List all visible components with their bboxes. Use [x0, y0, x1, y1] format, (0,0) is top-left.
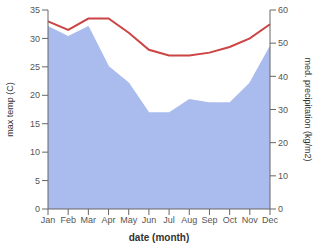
svg-text:Mar: Mar: [81, 215, 97, 225]
svg-text:20: 20: [278, 138, 288, 148]
svg-text:Sep: Sep: [201, 215, 217, 225]
svg-text:5: 5: [35, 176, 40, 186]
svg-text:30: 30: [30, 34, 40, 44]
svg-text:Aug: Aug: [181, 215, 197, 225]
svg-text:Oct: Oct: [223, 215, 238, 225]
svg-text:Feb: Feb: [60, 215, 76, 225]
svg-text:Nov: Nov: [242, 215, 259, 225]
svg-text:35: 35: [30, 5, 40, 15]
svg-text:Jul: Jul: [163, 215, 175, 225]
svg-text:0: 0: [35, 204, 40, 214]
svg-text:25: 25: [30, 62, 40, 72]
svg-text:50: 50: [278, 38, 288, 48]
svg-text:med. precipitation (kg/m2): med. precipitation (kg/m2): [303, 57, 310, 161]
svg-text:15: 15: [30, 119, 40, 129]
svg-text:Jan: Jan: [41, 215, 56, 225]
svg-text:40: 40: [278, 72, 288, 82]
svg-text:0: 0: [278, 204, 283, 214]
svg-text:May: May: [120, 215, 138, 225]
svg-text:60: 60: [278, 5, 288, 15]
svg-text:max temp (C): max temp (C): [8, 82, 15, 137]
svg-text:10: 10: [278, 171, 288, 181]
svg-text:10: 10: [30, 147, 40, 157]
svg-text:Apr: Apr: [102, 215, 116, 225]
svg-text:20: 20: [30, 90, 40, 100]
svg-text:30: 30: [278, 105, 288, 115]
svg-text:date (month): date (month): [129, 232, 190, 243]
svg-text:Dec: Dec: [262, 215, 279, 225]
svg-text:Jun: Jun: [142, 215, 157, 225]
